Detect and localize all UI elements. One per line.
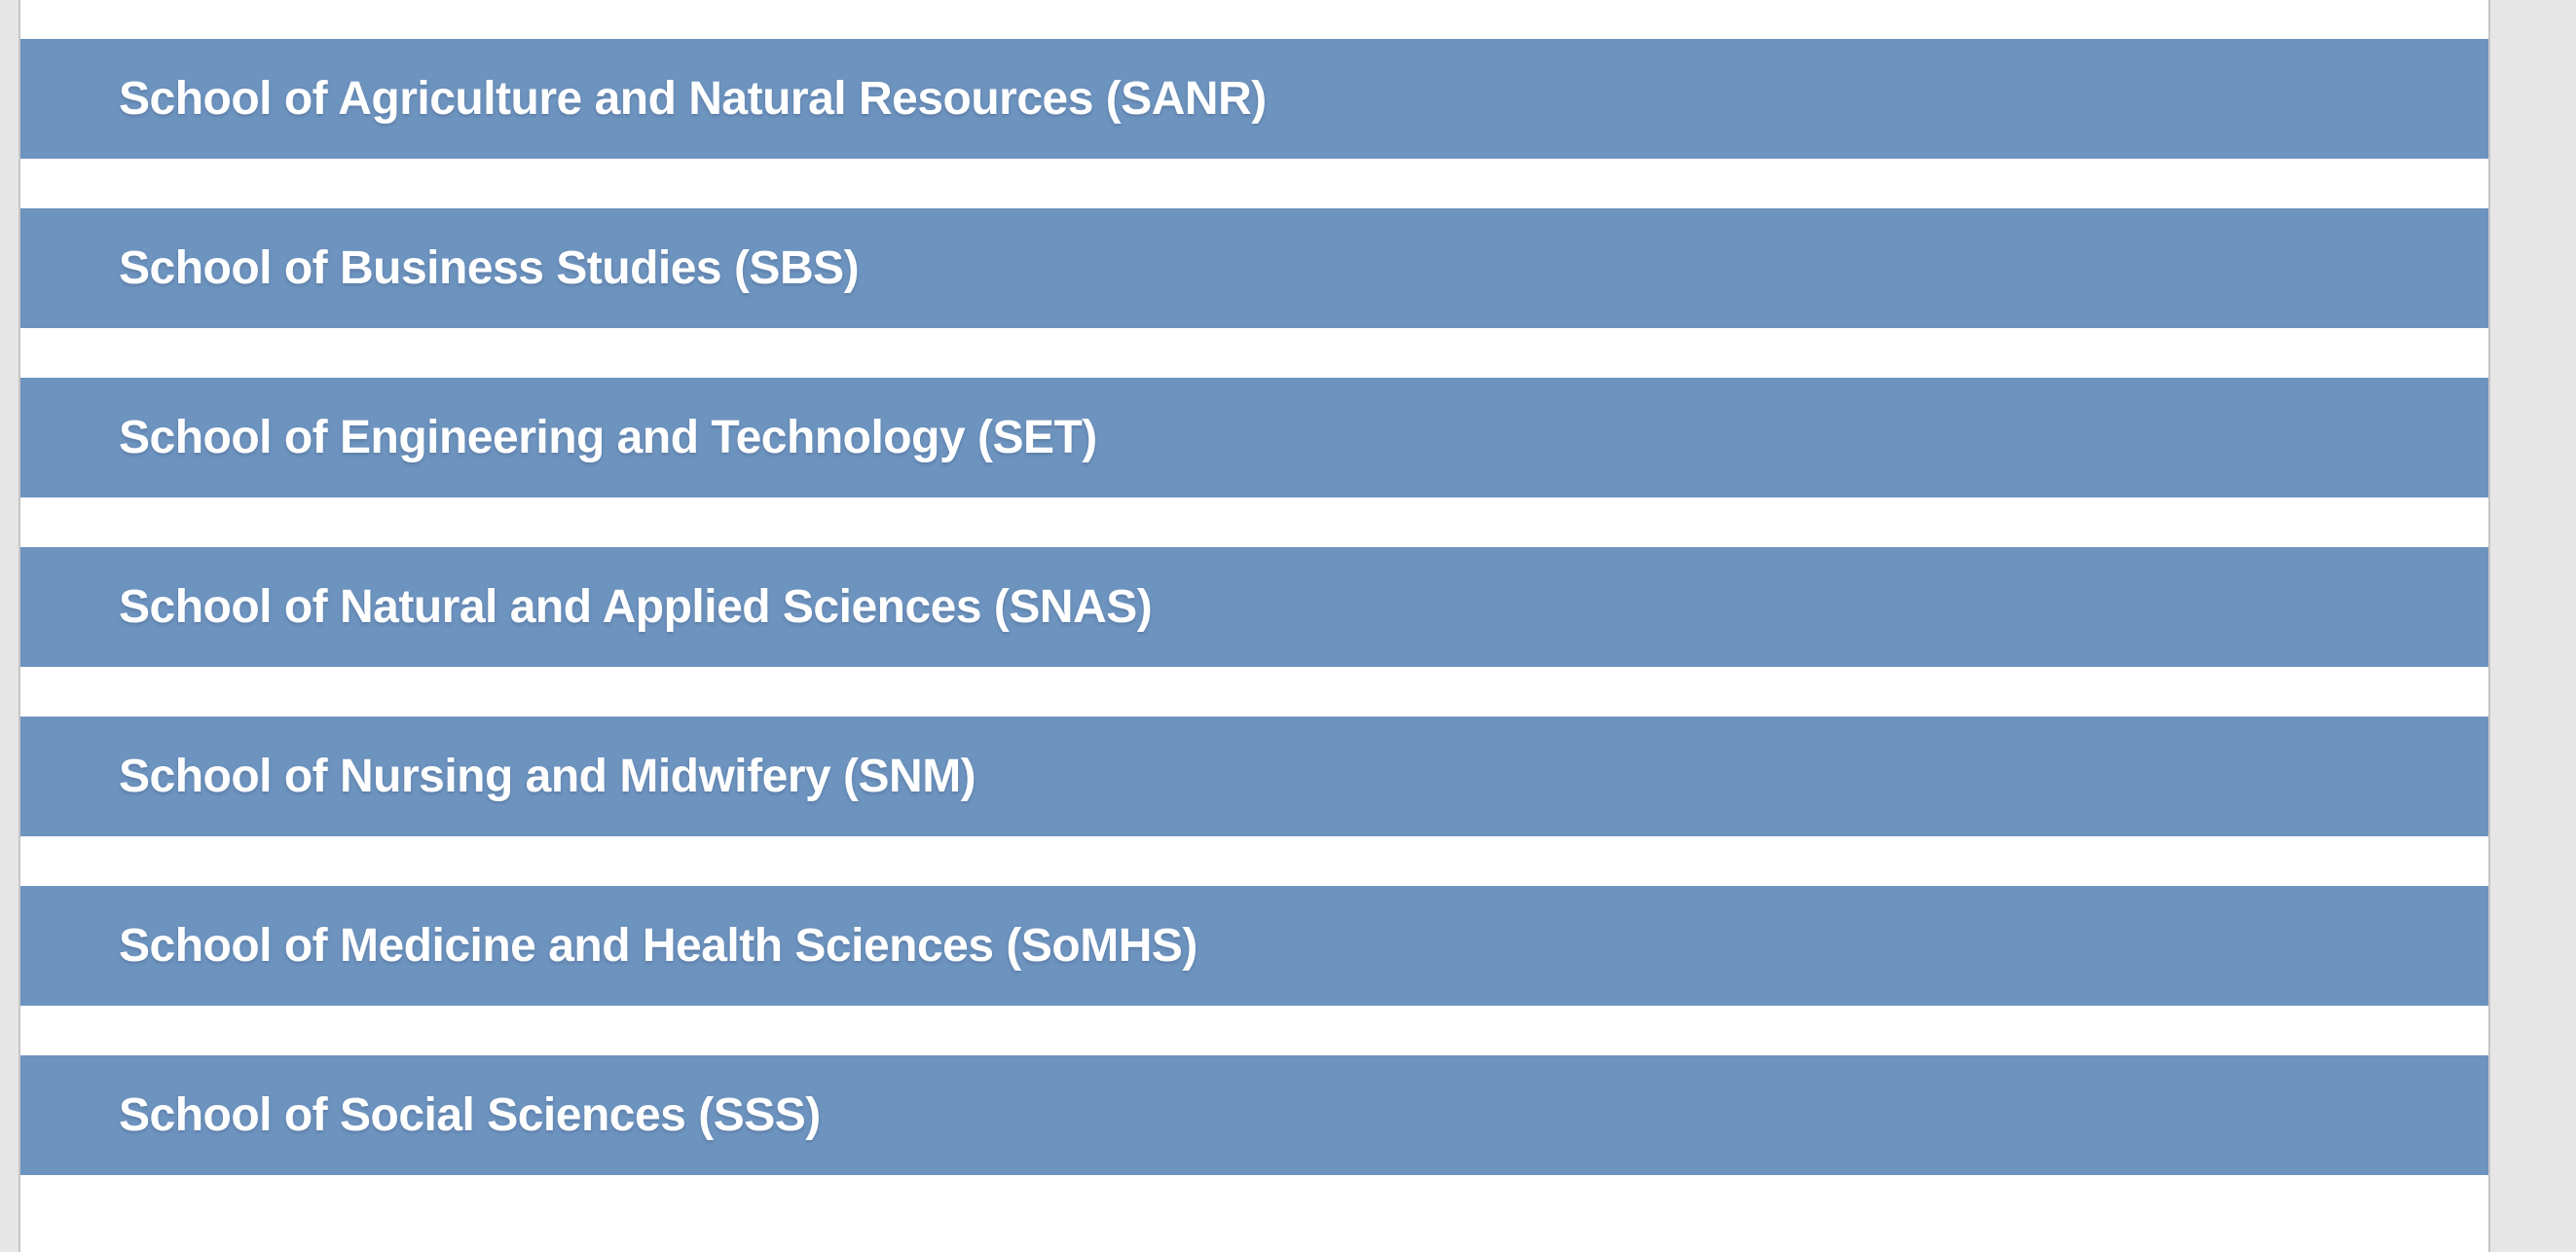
schools-list: School of Agriculture and Natural Resour… (18, 0, 2490, 1252)
school-item-label: School of Engineering and Technology (SE… (119, 412, 1097, 463)
school-item-label: School of Social Sciences (SSS) (119, 1089, 821, 1141)
school-item-label: School of Nursing and Midwifery (SNM) (119, 751, 976, 802)
school-item-snm[interactable]: School of Nursing and Midwifery (SNM) (20, 717, 2488, 836)
school-item-snas[interactable]: School of Natural and Applied Sciences (… (20, 547, 2488, 667)
school-item-sanr[interactable]: School of Agriculture and Natural Resour… (20, 39, 2488, 159)
school-item-label: School of Agriculture and Natural Resour… (119, 73, 1267, 125)
school-item-sss[interactable]: School of Social Sciences (SSS) (20, 1055, 2488, 1175)
school-item-label: School of Business Studies (SBS) (119, 242, 860, 294)
school-item-somhs[interactable]: School of Medicine and Health Sciences (… (20, 886, 2488, 1006)
school-item-label: School of Medicine and Health Sciences (… (119, 920, 1197, 972)
school-item-sbs[interactable]: School of Business Studies (SBS) (20, 208, 2488, 328)
school-item-label: School of Natural and Applied Sciences (… (119, 581, 1153, 633)
school-item-set[interactable]: School of Engineering and Technology (SE… (20, 378, 2488, 497)
